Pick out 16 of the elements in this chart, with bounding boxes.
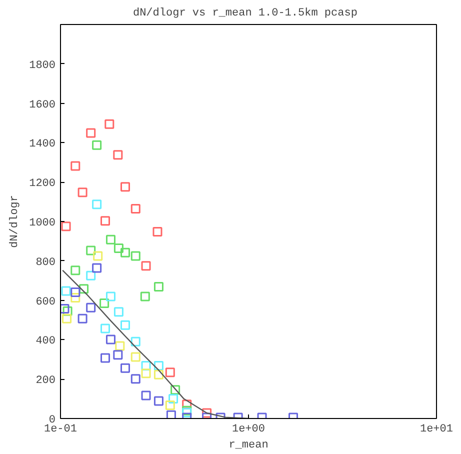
y-tick-label: 1800 bbox=[29, 60, 56, 72]
y-tick-label: 200 bbox=[36, 375, 56, 388]
y-tick-label: 600 bbox=[36, 296, 56, 308]
y-tick-label: 400 bbox=[36, 336, 56, 348]
y-axis-title: dN/dlogr bbox=[9, 195, 22, 248]
chart-title: dN/dlogr vs r_mean 1.0-1.5km pcasp bbox=[132, 8, 358, 20]
y-tick-label: 800 bbox=[36, 256, 56, 269]
y-tick-label: 1000 bbox=[29, 218, 56, 230]
y-tick-label: 1200 bbox=[29, 178, 56, 190]
x-tick-label: 1e+01 bbox=[420, 424, 454, 436]
y-tick-label: 1400 bbox=[29, 138, 56, 151]
y-tick-label: 1600 bbox=[29, 99, 56, 112]
x-tick-label: 1e-01 bbox=[44, 424, 78, 436]
x-axis-title: r_mean bbox=[228, 440, 268, 452]
y-tick-label: 0 bbox=[48, 414, 56, 426]
x-tick-label: 1e+00 bbox=[232, 424, 266, 436]
